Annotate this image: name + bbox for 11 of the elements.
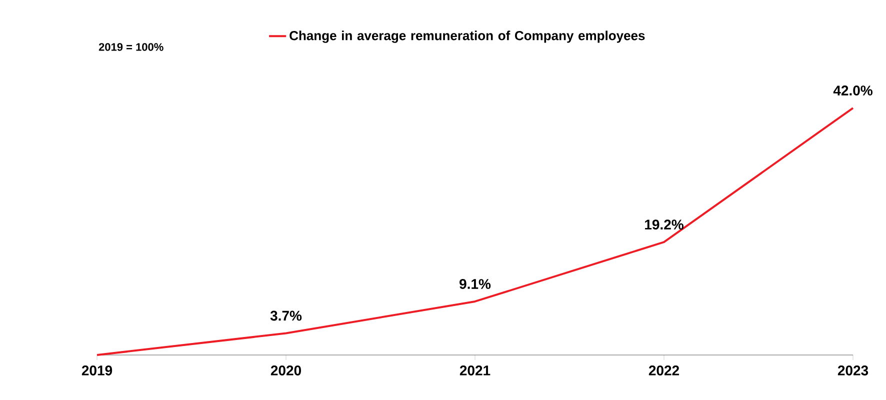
x-tick-label: 2020 [270,366,301,376]
data-label: 9.1% [460,279,491,289]
data-label: 3.7% [270,310,302,321]
x-tick-label: 2023 [838,366,868,376]
x-tick-label: 2019 [82,366,112,376]
x-tick-label: 2021 [460,366,490,376]
text: 2019 = 100% [98,43,164,51]
data-label: 42.0% [833,86,872,96]
data-label: 19.2% [645,220,684,230]
legend-label: Change in average remuneration of Company employees [290,30,645,43]
x-tick-label: 2022 [648,366,680,376]
